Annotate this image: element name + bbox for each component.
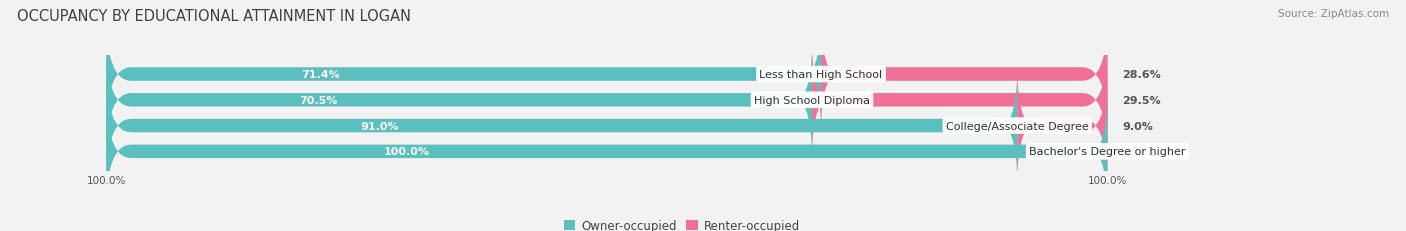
Text: College/Associate Degree: College/Associate Degree xyxy=(946,121,1088,131)
Text: Less than High School: Less than High School xyxy=(759,70,883,80)
Text: 28.6%: 28.6% xyxy=(1122,70,1161,80)
Text: 91.0%: 91.0% xyxy=(360,121,399,131)
Text: Source: ZipAtlas.com: Source: ZipAtlas.com xyxy=(1278,9,1389,19)
Legend: Owner-occupied, Renter-occupied: Owner-occupied, Renter-occupied xyxy=(558,214,806,231)
FancyBboxPatch shape xyxy=(107,94,1108,209)
Text: 29.5%: 29.5% xyxy=(1122,95,1161,105)
FancyBboxPatch shape xyxy=(1018,69,1108,183)
FancyBboxPatch shape xyxy=(107,43,813,158)
Text: 0.0%: 0.0% xyxy=(1122,147,1153,157)
Text: 9.0%: 9.0% xyxy=(1122,121,1153,131)
FancyBboxPatch shape xyxy=(107,69,1018,183)
FancyBboxPatch shape xyxy=(107,17,1108,132)
Text: OCCUPANCY BY EDUCATIONAL ATTAINMENT IN LOGAN: OCCUPANCY BY EDUCATIONAL ATTAINMENT IN L… xyxy=(17,9,411,24)
FancyBboxPatch shape xyxy=(107,69,1108,183)
Text: 71.4%: 71.4% xyxy=(301,70,340,80)
FancyBboxPatch shape xyxy=(107,94,1108,209)
Text: 100.0%: 100.0% xyxy=(384,147,430,157)
FancyBboxPatch shape xyxy=(107,17,821,132)
FancyBboxPatch shape xyxy=(107,43,1108,158)
Text: Bachelor's Degree or higher: Bachelor's Degree or higher xyxy=(1029,147,1185,157)
FancyBboxPatch shape xyxy=(813,43,1108,158)
Text: 70.5%: 70.5% xyxy=(299,95,337,105)
FancyBboxPatch shape xyxy=(821,17,1108,132)
Text: High School Diploma: High School Diploma xyxy=(754,95,870,105)
